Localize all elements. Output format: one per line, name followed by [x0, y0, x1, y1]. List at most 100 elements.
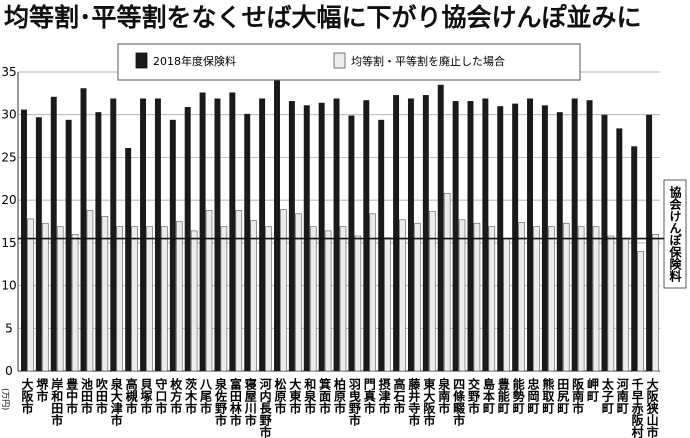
bar-abolished [161, 226, 168, 372]
bar-abolished [324, 230, 332, 372]
bar-abolished [354, 235, 362, 372]
category-label: 松原市 [273, 377, 287, 415]
bar-2018 [259, 98, 266, 372]
category-label: 千早赤阪村 [630, 377, 644, 438]
bar-abolished [235, 210, 243, 372]
bar-abolished [131, 226, 138, 372]
bar-abolished [86, 210, 94, 372]
bar-abolished [652, 234, 659, 372]
category-label: 大阪狭山市 [645, 377, 659, 438]
bar-2018 [274, 80, 280, 372]
bar-abolished [414, 222, 421, 372]
bar-abolished [101, 216, 109, 372]
category-label: 岸和田市 [50, 377, 64, 427]
bar-abolished [443, 193, 451, 372]
bar-abolished [518, 222, 525, 372]
y-tick-labels: 0 5 10 15 20 25 30 35 [1, 65, 16, 378]
bar-2018 [393, 95, 400, 372]
bar-abolished [607, 235, 615, 372]
category-label: 貝塚市 [139, 378, 153, 415]
category-label: 堺市 [35, 377, 49, 403]
y-tick-label: 0 [5, 364, 13, 378]
category-label: 東大阪市 [422, 377, 436, 427]
y-tick-label: 30 [1, 108, 16, 122]
bar-abolished [220, 226, 228, 372]
bar-abolished [488, 226, 496, 372]
bar-2018 [35, 117, 42, 371]
bar-2018 [452, 101, 459, 371]
category-label: 和泉市 [303, 377, 317, 415]
bar-2018 [348, 115, 355, 371]
bar-2018 [199, 92, 206, 371]
category-label: 富田林市 [228, 377, 242, 427]
bar-abolished [473, 222, 481, 372]
bar-abolished [637, 251, 644, 372]
y-tick-label: 25 [1, 150, 16, 164]
bar-abolished [384, 237, 391, 372]
bar-abolished [622, 238, 630, 372]
bar-2018 [467, 101, 474, 371]
category-label: 豊中市 [65, 377, 79, 415]
legend-frame [117, 43, 581, 81]
category-label: 高石市 [392, 377, 406, 415]
y-tick-label: 35 [1, 65, 16, 79]
bar-2018 [229, 92, 236, 371]
bar-abolished [577, 226, 585, 372]
bar-2018 [214, 98, 221, 372]
y-axis-unit: (万円) [1, 388, 10, 410]
y-tick-label: 10 [1, 279, 16, 293]
category-label: 藤井寺市 [407, 377, 421, 427]
bar-2018 [631, 146, 638, 371]
y-tick-label: 5 [5, 321, 13, 335]
bar-2018 [244, 113, 251, 372]
reference-line-group: 協会けんぽ保険料 [18, 179, 687, 289]
legend-label-abolished: 均等割・平等割を廃止した場合 [351, 54, 505, 68]
bar-2018 [21, 109, 27, 372]
category-label: 忠岡町 [526, 377, 540, 415]
bar-2018 [80, 88, 87, 371]
bar-2018 [378, 119, 385, 371]
category-label: 摂津市 [377, 377, 391, 415]
reference-line-label: 協会けんぽ保険料 [668, 185, 682, 283]
bar-abolished [429, 210, 436, 372]
bar-abolished [503, 238, 510, 372]
legend-swatch-2018 [135, 52, 148, 69]
category-label: 田尻町 [556, 378, 570, 415]
category-label: 守口市 [154, 377, 168, 415]
bar-abolished [205, 210, 213, 372]
bar-abolished [295, 213, 302, 372]
category-labels: 大阪市 堺市 岸和田市 豊中市 池田市 吹田市 泉大津市 高槻市 貝塚市 守口市 枚方市 茨木市 八尾市… [20, 377, 659, 438]
category-label: 吹田市 [94, 377, 108, 415]
bar-2018 [527, 98, 533, 372]
category-label: 大東市 [288, 377, 302, 415]
category-label: 交野市 [466, 377, 480, 415]
category-label: 河南町 [615, 377, 629, 415]
category-label: 茨木市 [184, 377, 198, 415]
category-label: 熊取町 [541, 377, 555, 415]
bar-2018 [140, 98, 147, 372]
bar-abolished [533, 226, 540, 372]
category-label: 島本町 [481, 377, 495, 415]
bar-2018 [50, 96, 57, 371]
bar-2018 [363, 100, 370, 371]
category-label: 泉大津市 [109, 377, 123, 427]
category-label: 門真市 [362, 378, 376, 415]
bar-abolished [265, 226, 272, 372]
bar-abolished [399, 219, 406, 372]
bar-abolished [369, 213, 377, 372]
category-label: 四條畷市 [452, 378, 466, 427]
bar-abolished [548, 226, 555, 372]
category-label: 岬町 [586, 378, 600, 403]
bar-abolished [339, 226, 347, 372]
bar-2018 [169, 119, 176, 371]
bar-abolished [458, 219, 466, 372]
category-label: 大阪市 [20, 377, 34, 415]
bar-2018 [288, 101, 295, 371]
bar-2018 [586, 100, 593, 371]
category-label: 羽曳野市 [347, 378, 361, 427]
bar-2018 [125, 148, 132, 371]
category-label: 枚方市 [169, 377, 183, 415]
bar-2018 [333, 98, 340, 372]
bar-abolished [309, 226, 317, 372]
legend: 2018年度保険料 均等割・平等割を廃止した場合 [117, 43, 581, 81]
